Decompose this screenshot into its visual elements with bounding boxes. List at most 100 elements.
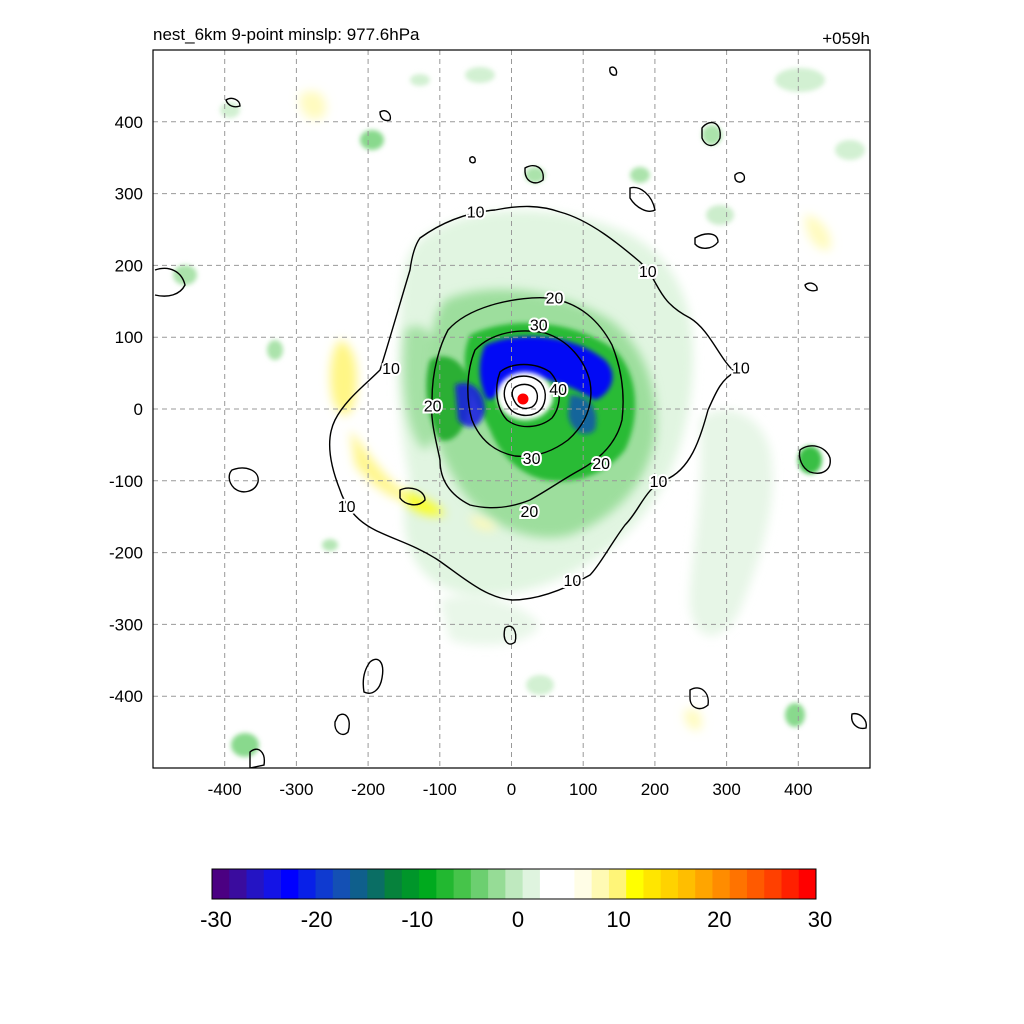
contour-small-11 [249,748,265,768]
contour-10 [328,205,737,601]
contour-label: 20 [424,398,442,415]
colorbar [211,868,817,900]
colorbar-swatch [729,869,748,899]
forecast-hour-label: +059h [822,29,870,48]
chart-title: nest_6km 9-point minslp: 977.6hPa [153,25,420,44]
colorbar-swatch [488,869,506,899]
contour-small-17 [734,172,746,183]
contour-eyewall-2 [511,383,539,410]
colorbar-swatch [332,869,351,899]
y-tick-label: -400 [109,687,143,706]
x-tick-label: 0 [507,780,516,799]
contour-small-6 [694,233,719,249]
colorbar-swatch [470,869,489,899]
colorbar-swatch [695,869,713,899]
colorbar-tick-label: -10 [401,907,433,932]
colorbar-swatch [643,869,662,899]
y-tick-label: 400 [115,113,143,132]
contour-small-15 [225,97,241,108]
x-tick-label: -400 [208,780,242,799]
contour-30 [467,330,592,458]
colorbar-swatch [384,869,403,899]
x-tick-label: 100 [569,780,597,799]
x-tick-label: 200 [641,780,669,799]
x-tick-label: 400 [784,780,812,799]
contour-20 [430,297,624,509]
contour-small-1 [228,467,259,493]
colorbar-swatch [505,869,524,899]
contour-label: 10 [639,264,657,281]
contour-small-7 [524,164,544,184]
colorbar-frame [211,868,817,900]
contour-small-9 [689,687,709,710]
colorbar-swatch [367,869,386,899]
colorbar-swatch [229,869,248,899]
colorbar-swatch [626,869,644,899]
contour-small-13 [503,625,517,645]
colorbar-swatch [246,869,265,899]
colorbar-swatch [746,869,765,899]
contour-small-10 [334,713,350,736]
contour-small-12 [851,713,867,730]
contour-label: 20 [521,504,539,521]
colorbar-swatch [453,869,472,899]
x-tick-label: 300 [712,780,740,799]
y-tick-label: -300 [109,615,143,634]
contour-small-4 [701,121,721,147]
x-tick-label: -100 [423,780,457,799]
y-tick-label: 100 [115,328,143,347]
colorbar-swatch [315,869,334,899]
colorbar-tick-label: 10 [606,907,630,932]
colorbar-swatch [660,869,679,899]
y-tick-label: 0 [134,400,143,419]
contour-small-20 [469,156,476,164]
contour-label-layer: 10 10 10 10 10 10 10 20 20 20 20 30 30 40 [336,203,752,592]
colorbar-swatch [350,869,368,899]
colorbar-swatch [677,869,696,899]
y-tick-label: 200 [115,256,143,275]
shaded-field [173,67,865,757]
contour-label: 40 [549,382,567,399]
colorbar-tick-label: -20 [301,907,333,932]
colorbar-swatch [212,869,230,899]
plot-frame [152,49,871,769]
colorbar-swatch [591,869,610,899]
x-tick-labels: -400 -300 -200 -100 0 100 200 300 400 [208,780,813,799]
plot-area: 10 10 10 10 10 10 10 20 20 20 20 30 30 40 [152,49,871,769]
contour-small-14 [399,487,426,506]
contour-lines [154,66,867,768]
contour-40 [495,363,560,428]
contour-small-8 [362,658,384,694]
x-tick-label: -200 [351,780,385,799]
colorbar-tick-label: 30 [808,907,832,932]
contour-label: 10 [467,205,485,222]
y-tick-labels: 400 300 200 100 0 -100 -200 -300 -400 [109,113,143,706]
contour-label: 20 [546,291,564,308]
contour-eyewall-1 [503,375,546,417]
contour-label: 10 [382,361,400,378]
colorbar-swatch [764,869,782,899]
contour-label: 10 [650,474,668,491]
colorbar-swatch [539,869,558,899]
colorbar-swatch [557,869,575,899]
contour-label: 20 [592,456,610,473]
colorbar-tick-label: 20 [707,907,731,932]
storm-center-marker [517,393,529,405]
contour-label: 10 [732,360,750,377]
colorbar-swatch [522,869,541,899]
colorbar-swatch [574,869,593,899]
y-tick-label: -100 [109,472,143,491]
center-marker-layer [517,393,529,405]
colorbar-swatch [436,869,455,899]
x-tick-label: -300 [279,780,313,799]
colorbar-tick-label: -30 [200,907,232,932]
colorbar-swatch [419,869,437,899]
colorbar-swatch [608,869,627,899]
contour-label: 30 [530,317,548,334]
y-tick-label: 300 [115,185,143,204]
contour-small-5 [629,186,656,212]
contour-small-16 [379,110,392,122]
colorbar-swatch [298,869,317,899]
y-tick-label: -200 [109,544,143,563]
